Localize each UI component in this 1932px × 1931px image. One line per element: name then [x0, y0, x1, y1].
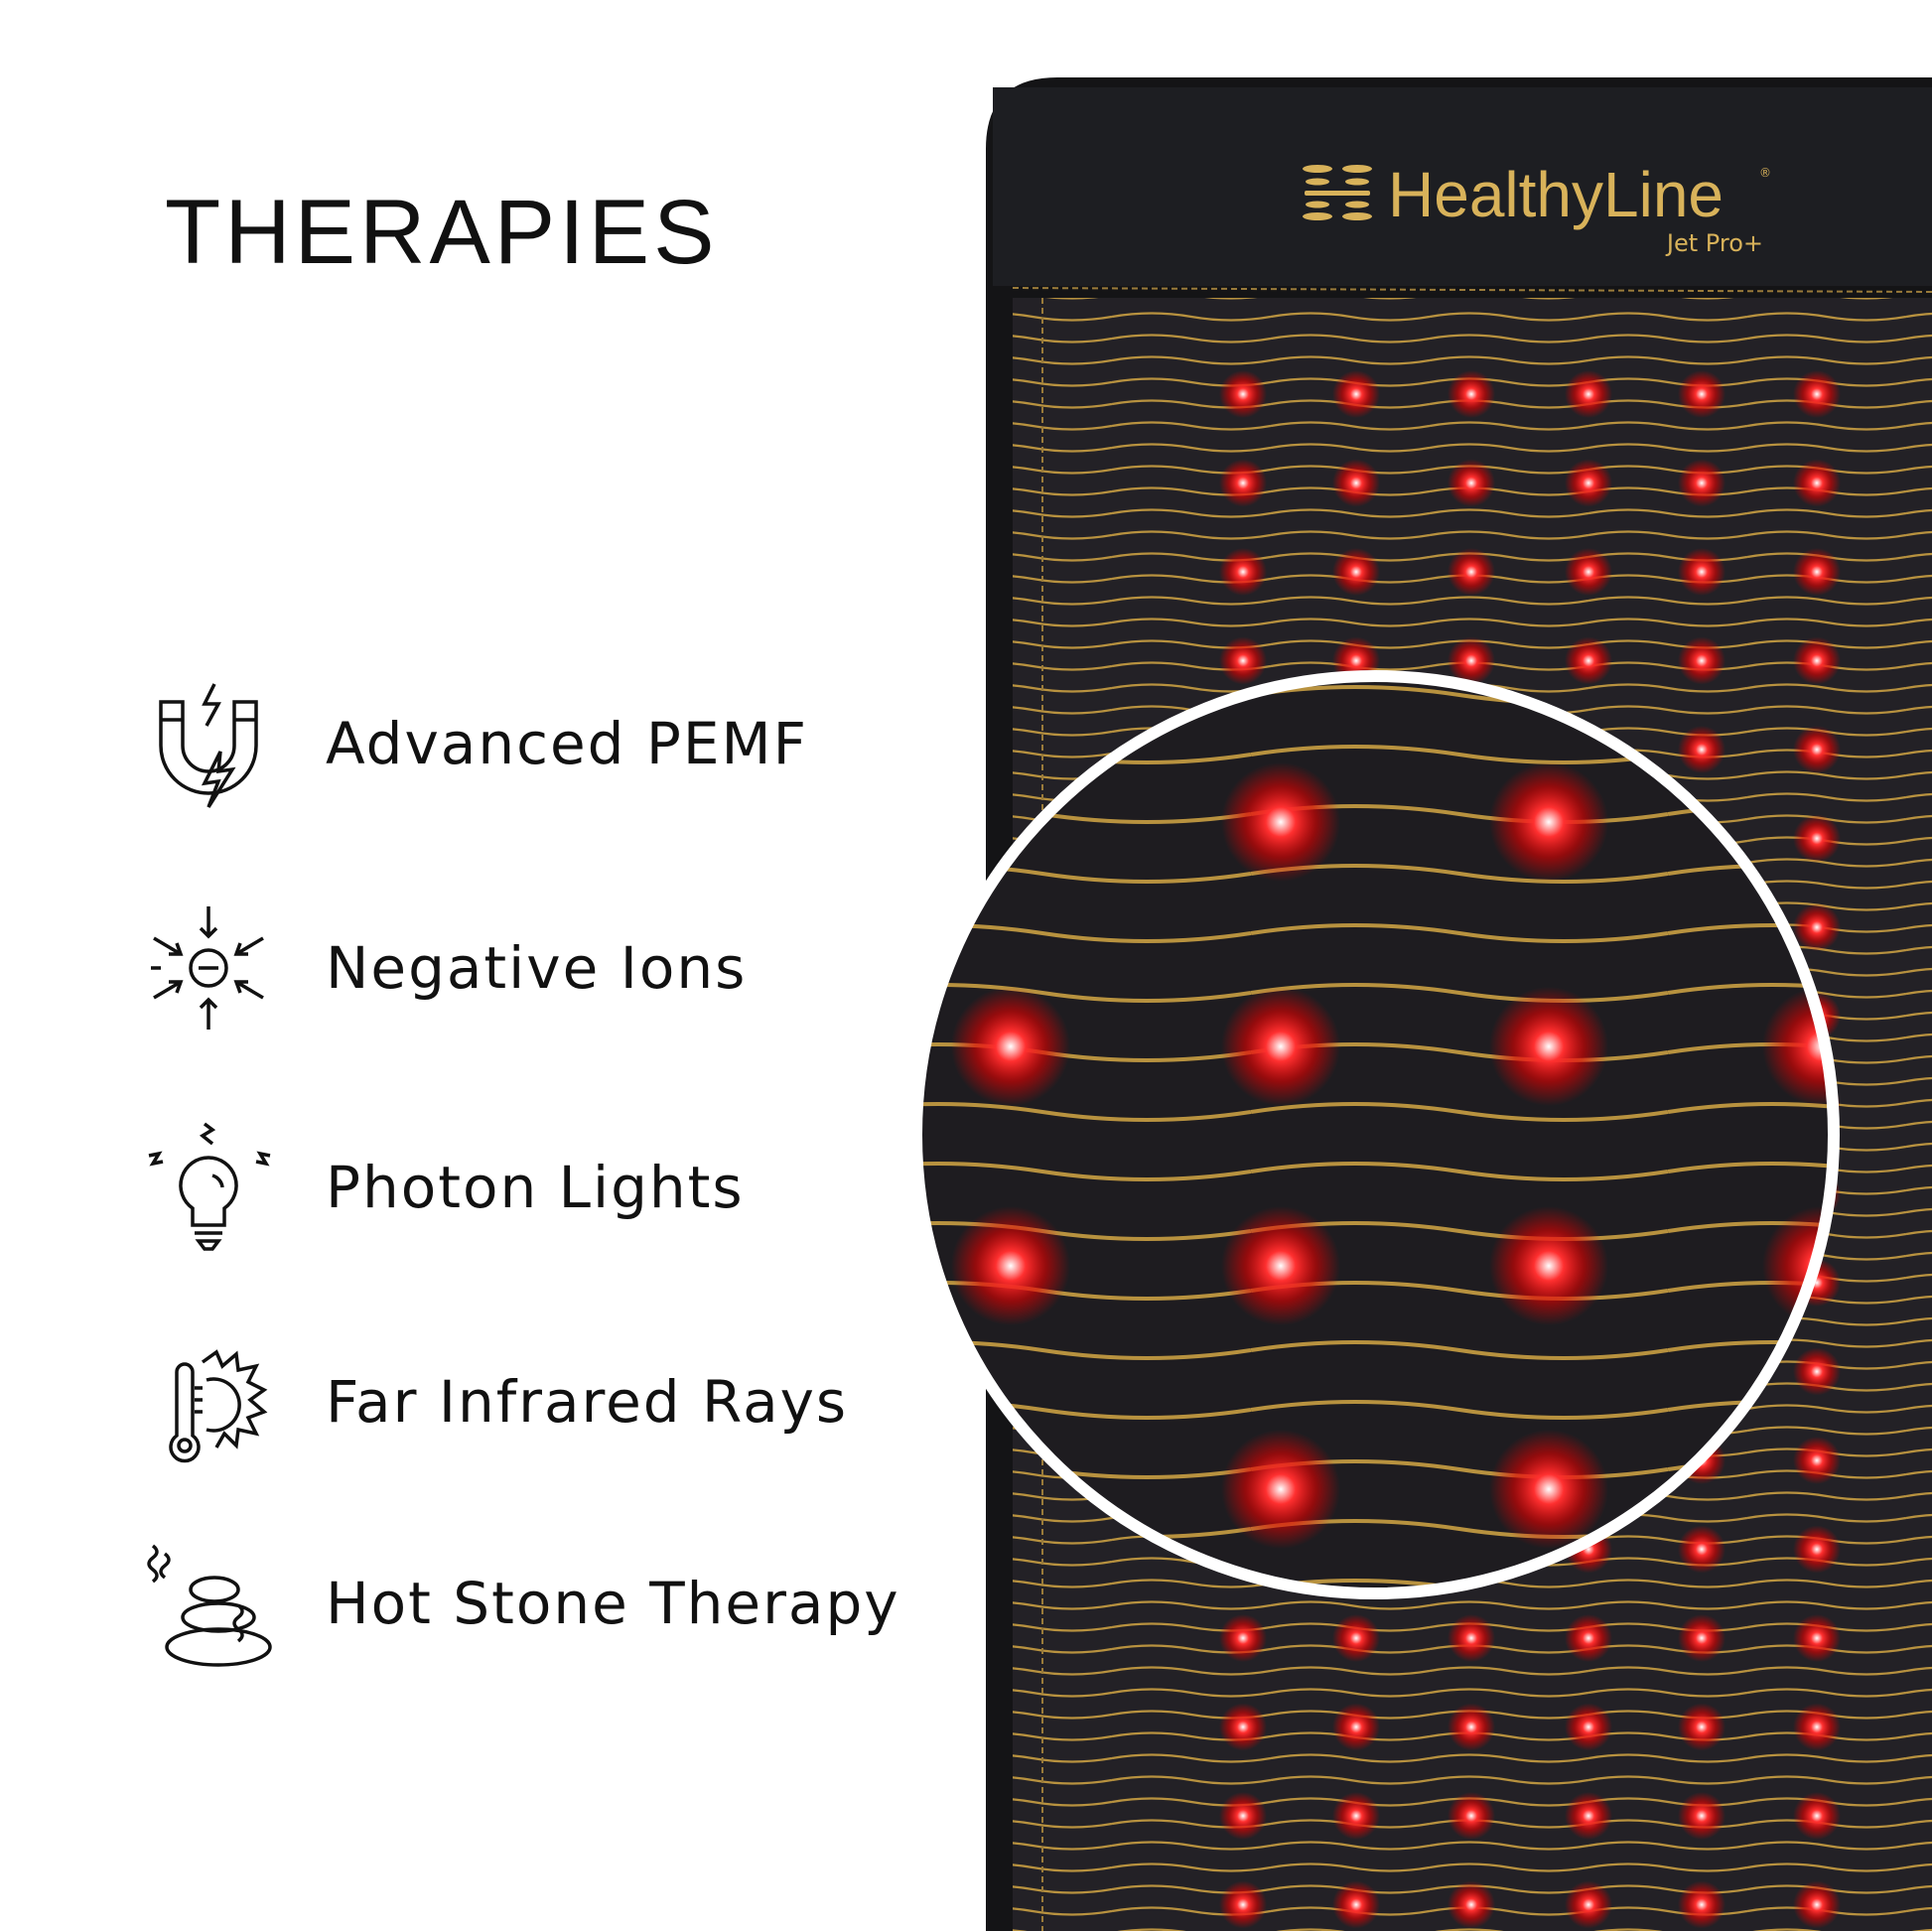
led-light	[1678, 1525, 1725, 1574]
led-light	[1793, 636, 1841, 685]
led-light	[1565, 1703, 1612, 1751]
led-light	[1221, 1206, 1340, 1325]
feature-item: Far Infrared Rays	[139, 1337, 848, 1466]
led-light	[1448, 459, 1495, 507]
negative-ion-icon	[151, 906, 264, 1030]
led-light	[1489, 987, 1608, 1106]
led-light	[1489, 1206, 1608, 1325]
led-light	[1489, 762, 1608, 882]
led-light	[1332, 370, 1380, 418]
led-light	[1793, 1437, 1841, 1484]
led-light	[1793, 1792, 1841, 1840]
led-light	[1793, 548, 1841, 596]
led-light	[1678, 459, 1725, 507]
led-light	[1565, 1792, 1612, 1840]
feature-item: Hot Stone Therapy	[139, 1539, 900, 1668]
led-light	[1332, 548, 1380, 596]
led-light	[1565, 636, 1612, 685]
hot-stones-icon	[147, 1544, 272, 1667]
led-light	[1678, 636, 1725, 685]
led-light	[1678, 1614, 1725, 1662]
mat-header-band	[993, 87, 1932, 286]
led-light	[1221, 1430, 1340, 1549]
feature-label: Photon Lights	[326, 1154, 745, 1221]
feature-label: Advanced PEMF	[326, 710, 808, 777]
led-light	[1565, 1880, 1612, 1929]
led-light	[1448, 1614, 1495, 1662]
brand-name: HealthyLine	[1388, 159, 1724, 230]
zoom-circle	[910, 670, 1840, 1599]
led-light	[1332, 1614, 1380, 1662]
led-light	[1448, 1792, 1495, 1840]
led-light	[1332, 1792, 1380, 1840]
led-light	[1219, 1880, 1267, 1929]
led-light	[1221, 987, 1340, 1106]
led-light	[1448, 548, 1495, 596]
led-light	[1678, 1880, 1725, 1929]
led-light	[1565, 548, 1612, 596]
led-light	[1332, 1880, 1380, 1929]
led-light	[1332, 459, 1380, 507]
led-light	[1793, 1525, 1841, 1574]
led-light	[1678, 370, 1725, 418]
led-light	[1793, 903, 1841, 951]
led-light	[1793, 726, 1841, 773]
led-light	[1793, 370, 1841, 418]
feature-item: Advanced PEMF	[139, 679, 808, 808]
led-light	[951, 987, 1070, 1106]
led-light	[951, 1206, 1070, 1325]
led-light	[1221, 762, 1340, 882]
led-light	[1678, 1703, 1725, 1751]
thermometer-sun-icon	[169, 1349, 268, 1463]
led-light	[1489, 1430, 1608, 1549]
feature-item: Photon Lights	[139, 1122, 745, 1252]
led-light	[1448, 370, 1495, 418]
led-light	[1565, 1614, 1612, 1662]
led-light	[1448, 1880, 1495, 1929]
led-light	[1219, 1614, 1267, 1662]
led-light	[1448, 636, 1495, 685]
led-light	[1793, 1703, 1841, 1751]
light-bulb-icon	[148, 1122, 271, 1251]
logo-mark-icon	[1303, 165, 1372, 220]
led-light	[1793, 814, 1841, 863]
led-light	[1219, 636, 1267, 685]
led-light	[1678, 726, 1725, 773]
feature-label: Far Infrared Rays	[326, 1368, 849, 1436]
feature-label: Negative Ions	[326, 934, 748, 1002]
led-light	[1219, 1703, 1267, 1751]
brand-logo: HealthyLine ® Jet Pro+	[1303, 159, 1771, 257]
svg-text:®: ®	[1759, 166, 1771, 180]
led-light	[1219, 370, 1267, 418]
led-light	[1793, 1880, 1841, 1929]
led-light	[1678, 548, 1725, 596]
feature-label: Hot Stone Therapy	[326, 1570, 900, 1637]
led-light	[1565, 370, 1612, 418]
led-light	[1793, 1347, 1841, 1396]
led-light	[1793, 459, 1841, 507]
led-light	[1448, 1703, 1495, 1751]
led-light	[1332, 1703, 1380, 1751]
magnet-lightning-icon	[159, 683, 258, 808]
led-light	[1219, 459, 1267, 507]
led-light	[1219, 548, 1267, 596]
led-light	[1219, 1792, 1267, 1840]
led-light	[1565, 459, 1612, 507]
model-name: Jet Pro+	[1665, 229, 1763, 257]
led-light	[1678, 1792, 1725, 1840]
feature-item: Negative Ions	[139, 903, 747, 1033]
page-title: THERAPIES	[165, 182, 719, 283]
led-light	[1793, 1614, 1841, 1662]
